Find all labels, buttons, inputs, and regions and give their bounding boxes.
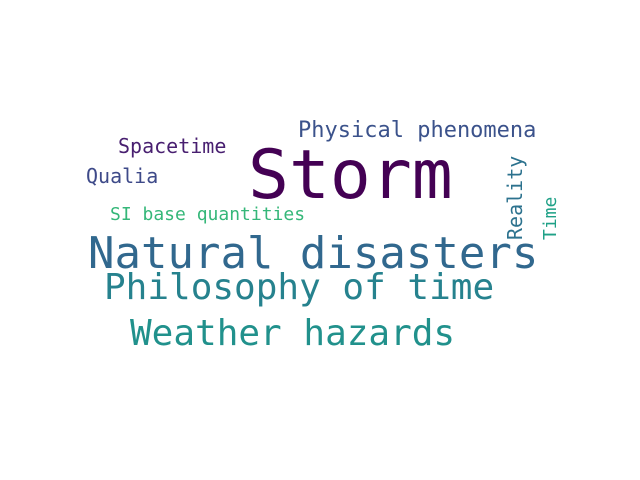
word-natural-disasters: Natural disasters xyxy=(88,228,539,279)
word-spacetime: Spacetime xyxy=(118,134,227,158)
word-reality: Reality xyxy=(503,155,527,240)
word-time: Time xyxy=(540,196,561,240)
word-qualia: Qualia xyxy=(86,164,159,188)
word-storm: Storm xyxy=(248,136,453,215)
word-philosophy-of-time: Philosophy of time xyxy=(104,267,495,308)
word-si-base-quantities: SI base quantities xyxy=(110,204,306,225)
word-physical-phenomena: Physical phenomena xyxy=(298,118,537,143)
word-weather-hazards: Weather hazards xyxy=(130,313,456,354)
